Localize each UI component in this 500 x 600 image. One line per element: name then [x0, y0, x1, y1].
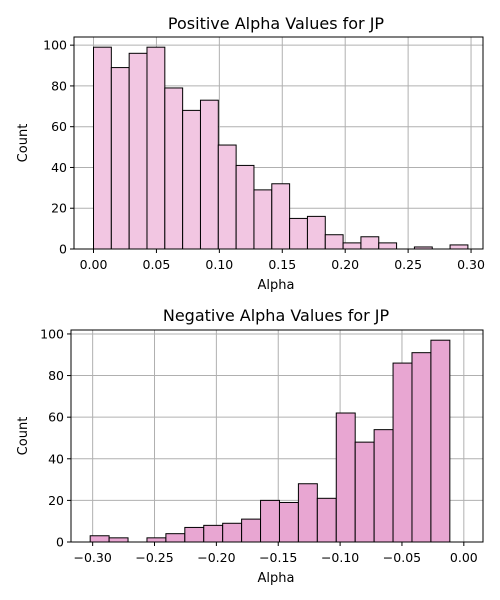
x-tick-label: 0.30: [457, 257, 485, 272]
x-axis-ticks: −0.30 −0.25 −0.20 −0.15 −0.10 −0.05 0.00: [73, 542, 478, 565]
histogram-bars: [93, 46, 469, 250]
histogram-bar: [235, 164, 255, 250]
histogram-bar: [297, 483, 318, 543]
grid: [71, 330, 483, 543]
positive-alpha-histogram: Positive Alpha Values for JP 0.00 0.05 0.1…: [16, 14, 485, 293]
x-axis-ticks: 0.00 0.05 0.10 0.15 0.20 0.25 0.30: [80, 249, 485, 272]
y-tick-label: 80: [48, 368, 64, 383]
x-tick-label: −0.15: [259, 550, 297, 565]
histogram-bar: [306, 215, 326, 250]
y-tick-label: 80: [51, 78, 67, 93]
x-tick-label: −0.20: [197, 550, 235, 565]
histogram-bar: [373, 429, 394, 543]
histogram-bar: [278, 501, 299, 543]
histogram-bar: [182, 109, 201, 250]
x-tick-label: −0.10: [321, 550, 359, 565]
x-tick-label: 0.00: [450, 550, 478, 565]
y-tick-label: 0: [59, 242, 67, 257]
histogram-bar: [378, 242, 398, 250]
x-tick-label: −0.25: [135, 550, 173, 565]
histogram-bar: [354, 441, 375, 543]
y-tick-label: 0: [56, 535, 64, 550]
histogram-bar: [241, 518, 262, 543]
histogram-bar: [110, 67, 130, 250]
x-tick-label: 0.05: [143, 257, 171, 272]
histogram-bar: [289, 217, 308, 250]
histogram-bar: [324, 234, 344, 250]
histogram-bar: [146, 537, 167, 543]
histogram-bar: [128, 52, 148, 250]
histogram-bar: [93, 46, 112, 250]
histogram-bar: [165, 533, 186, 543]
histogram-bar: [342, 242, 362, 250]
histogram-bar: [222, 522, 243, 543]
histogram-bar: [392, 362, 413, 543]
x-tick-label: −0.30: [73, 550, 111, 565]
histogram-bar: [360, 236, 380, 250]
histogram-bar: [89, 535, 110, 543]
y-tick-label: 60: [51, 119, 67, 134]
histogram-bar: [260, 499, 280, 543]
x-tick-label: 0.10: [205, 257, 233, 272]
y-axis-label: Count: [16, 124, 31, 163]
histogram-bar: [217, 144, 237, 250]
x-axis-label: Alpha: [258, 278, 295, 293]
y-tick-label: 20: [48, 493, 64, 508]
histogram-bar: [184, 526, 205, 543]
x-tick-label: 0.00: [80, 257, 108, 272]
histogram-bars: [89, 339, 451, 543]
histogram-bar: [164, 87, 184, 250]
histogram-bar: [108, 537, 129, 543]
chart-title: Positive Alpha Values for JP: [168, 14, 385, 33]
plot-frame: [73, 36, 484, 250]
x-tick-label: 0.25: [394, 257, 422, 272]
x-axis-label: Alpha: [258, 571, 295, 586]
y-tick-label: 20: [51, 201, 67, 216]
histogram-bar: [411, 352, 432, 543]
histogram-bar: [430, 339, 451, 543]
y-axis-label: Count: [16, 417, 31, 456]
y-axis-ticks: 0 20 40 60 80 100: [40, 326, 71, 550]
y-tick-label: 40: [48, 451, 64, 466]
x-tick-label: 0.15: [268, 257, 296, 272]
plot-frame: [70, 329, 484, 543]
y-axis-ticks: 0 20 40 60 80 100: [43, 38, 74, 257]
y-tick-label: 60: [48, 410, 64, 425]
histogram-bar: [253, 189, 273, 250]
histogram-bar: [335, 412, 356, 543]
histogram-bar: [271, 183, 291, 250]
histogram-bar: [146, 46, 166, 250]
x-tick-label: −0.05: [383, 550, 421, 565]
histogram-bar: [316, 497, 337, 543]
x-tick-label: 0.20: [331, 257, 359, 272]
negative-alpha-histogram: Negative Alpha Values for JP −0.30 −0.25−…: [16, 306, 484, 586]
chart-title: Negative Alpha Values for JP: [163, 306, 390, 325]
y-tick-label: 100: [40, 326, 64, 341]
y-tick-label: 100: [43, 38, 67, 53]
y-tick-label: 40: [51, 160, 67, 175]
histogram-bar: [449, 244, 469, 250]
histogram-bar: [203, 524, 224, 543]
histogram-bar: [199, 99, 219, 250]
